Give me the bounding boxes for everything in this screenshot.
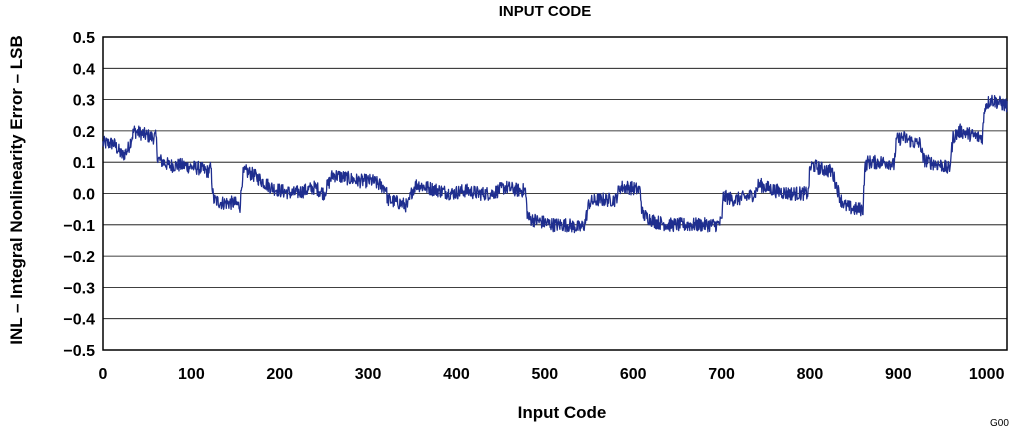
chart-title: INPUT CODE	[499, 3, 592, 20]
y-tick-label: −0.2	[63, 249, 95, 266]
y-tick-label: −0.3	[63, 280, 95, 297]
y-tick-label: 0.2	[73, 124, 95, 141]
x-tick-label: 600	[620, 366, 647, 383]
y-tick-label: −0.5	[63, 343, 95, 360]
y-tick-label: 0.0	[73, 187, 95, 204]
x-tick-label: 700	[708, 366, 735, 383]
y-tick-label: 0.3	[73, 93, 95, 110]
x-tick-label: 800	[797, 366, 824, 383]
x-tick-label: 300	[355, 366, 382, 383]
y-tick-label: −0.4	[63, 312, 95, 329]
x-tick-label: 0	[99, 366, 108, 383]
y-tick-label: 0.4	[73, 61, 95, 78]
figure-id: G00	[990, 418, 1009, 429]
x-tick-label: 200	[266, 366, 293, 383]
x-tick-label: 900	[885, 366, 912, 383]
y-tick-label: 0.1	[73, 155, 95, 172]
x-axis-title: Input Code	[518, 403, 607, 422]
grid-lines	[103, 36, 1007, 351]
x-tick-label: 1000	[969, 366, 1005, 383]
x-tick-label: 500	[531, 366, 558, 383]
x-tick-label: 100	[178, 366, 205, 383]
y-axis-title: INL – Integral Nonlinearity Error – LSB	[7, 35, 26, 345]
x-tick-label: 400	[443, 366, 470, 383]
plot-frame	[102, 36, 1008, 351]
y-tick-label: −0.1	[63, 218, 95, 235]
x-tick-labels: 0 100 200 300 400 500 600 700 800 900 1000	[99, 366, 1005, 383]
series-line-inl	[102, 94, 1008, 234]
y-tick-labels: 0.5 0.4 0.3 0.2 0.1 0.0 −0.1 −0.2 −0.3 −0.4 −0.5	[63, 30, 95, 360]
y-tick-label: 0.5	[73, 30, 95, 47]
